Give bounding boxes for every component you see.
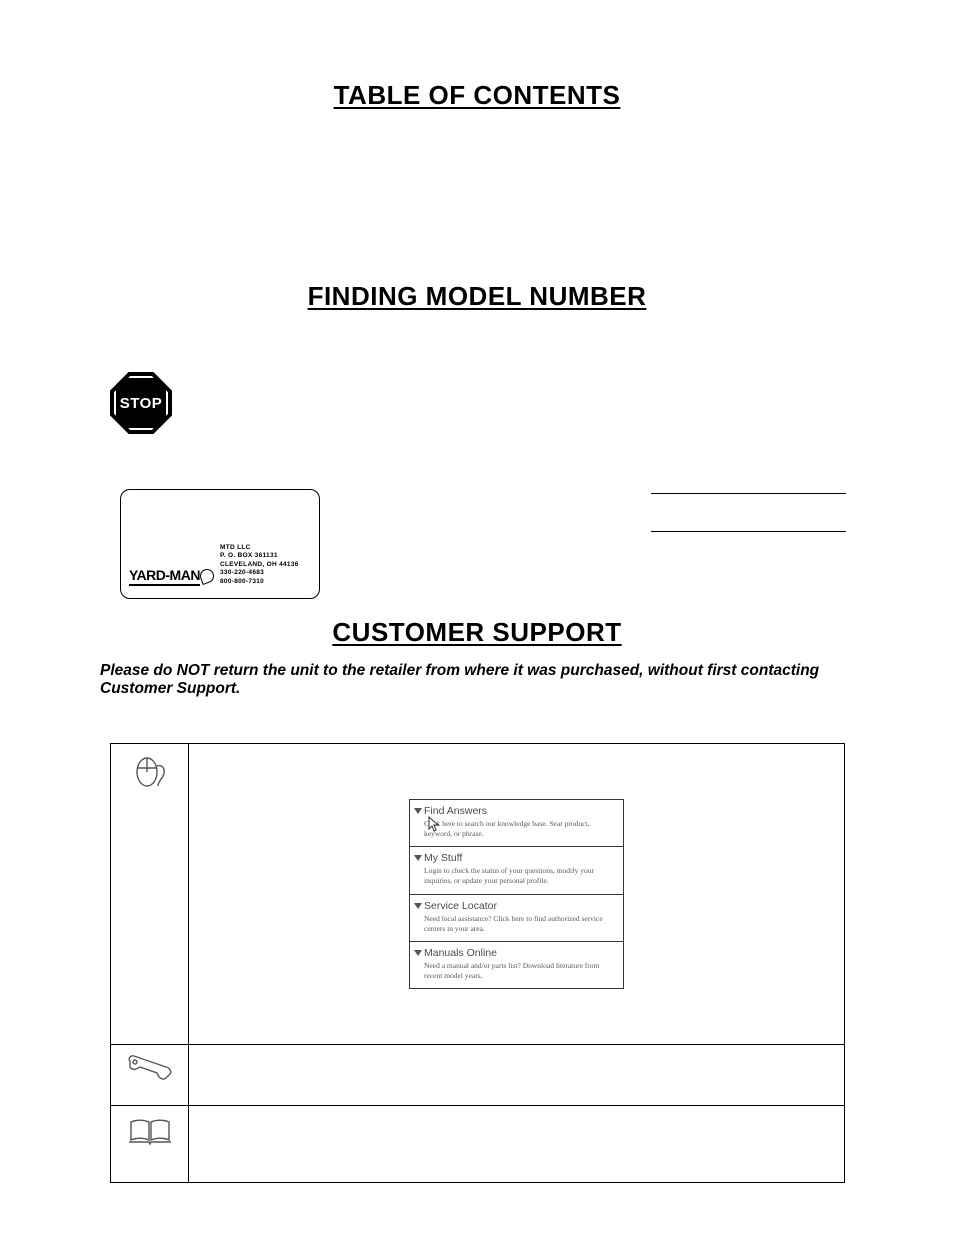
kb-item-find-answers[interactable]: Find Answers Click here to search our kn… bbox=[410, 800, 623, 846]
stop-sign: STOP bbox=[110, 372, 172, 434]
plate-line: MTD LLC bbox=[220, 544, 311, 552]
kb-item-manuals-online[interactable]: Manuals Online Need a manual and/or part… bbox=[410, 941, 623, 988]
support-subnote: Please do NOT return the unit to the ret… bbox=[100, 662, 854, 698]
support-row-phone bbox=[111, 1044, 844, 1105]
cursor-icon bbox=[428, 816, 442, 834]
support-row-manual bbox=[111, 1105, 844, 1182]
phone-icon bbox=[111, 1045, 189, 1105]
plate-line: 330-220-4683 bbox=[220, 569, 311, 577]
toc-heading: TABLE OF CONTENTS bbox=[100, 80, 854, 111]
customer-support-heading: CUSTOMER SUPPORT bbox=[100, 617, 854, 648]
kb-title: Find Answers bbox=[424, 805, 616, 817]
mouse-icon bbox=[111, 744, 189, 1044]
model-plate: YARD-MAN MTD LLC P. O. BOX 361131 CLEVEL… bbox=[120, 489, 320, 599]
kb-item-service-locator[interactable]: Service Locator Need local assistance? C… bbox=[410, 894, 623, 941]
support-table: Find Answers Click here to search our kn… bbox=[110, 743, 845, 1183]
write-in-line-2 bbox=[651, 518, 846, 532]
book-icon bbox=[111, 1106, 189, 1182]
plate-line: CLEVELAND, OH 44136 bbox=[220, 561, 311, 569]
kb-desc: Need local assistance? Click here to fin… bbox=[424, 914, 616, 934]
kb-title: My Stuff bbox=[424, 852, 616, 864]
kb-item-my-stuff[interactable]: My Stuff Login to check the status of yo… bbox=[410, 846, 623, 893]
write-in-lines bbox=[651, 480, 846, 556]
plate-line: 800-800-7310 bbox=[220, 578, 311, 586]
support-row-web: Find Answers Click here to search our kn… bbox=[111, 744, 844, 1044]
kb-desc: Need a manual and/or parts list? Downloa… bbox=[424, 961, 616, 981]
yardman-logo: YARD-MAN bbox=[129, 567, 200, 586]
kb-desc: Login to check the status of your questi… bbox=[424, 866, 616, 886]
plate-address: MTD LLC P. O. BOX 361131 CLEVELAND, OH 4… bbox=[220, 544, 311, 586]
plate-line: P. O. BOX 361131 bbox=[220, 552, 311, 560]
kb-title: Manuals Online bbox=[424, 947, 616, 959]
write-in-line-1 bbox=[651, 480, 846, 494]
finding-model-number-heading: FINDING MODEL NUMBER bbox=[100, 281, 854, 312]
kb-desc: Click here to search our knowledge base.… bbox=[424, 819, 616, 839]
knowledge-base-box: Find Answers Click here to search our kn… bbox=[409, 799, 624, 989]
kb-title: Service Locator bbox=[424, 900, 616, 912]
